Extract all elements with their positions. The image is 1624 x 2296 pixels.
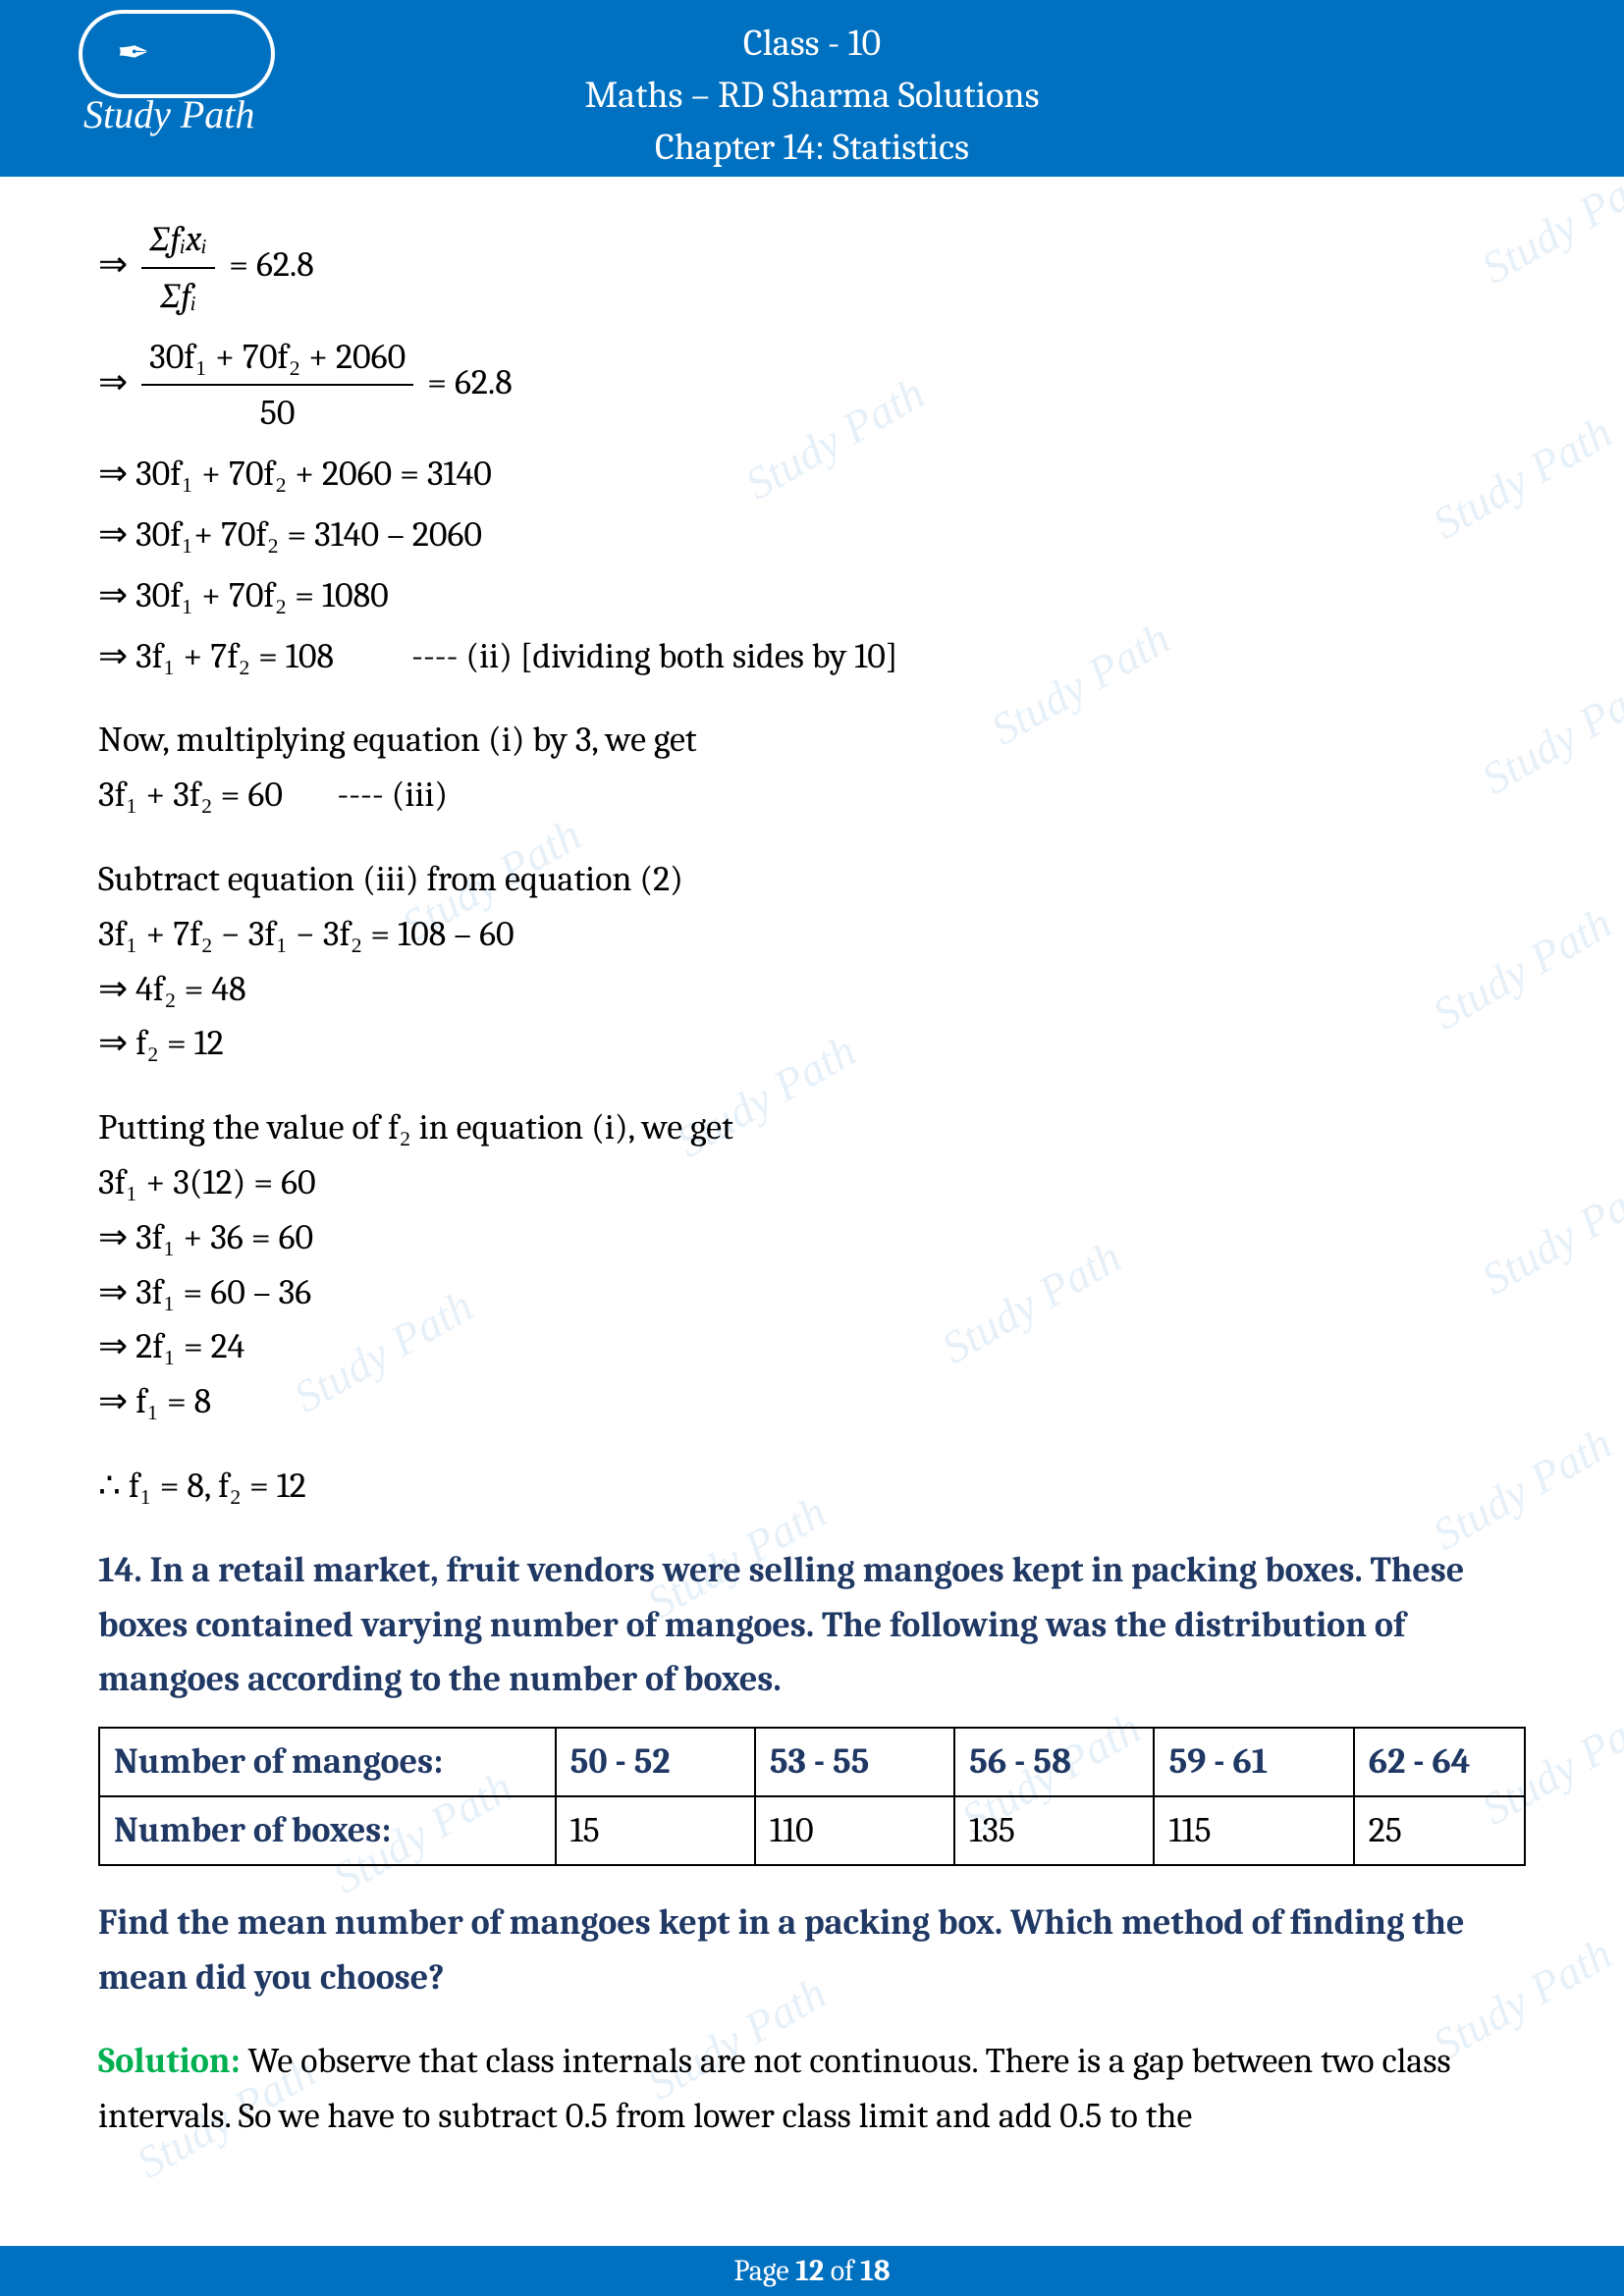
table-cell: 50 - 52 — [556, 1728, 755, 1796]
equation-1: ⇒ ΣfᵢxᵢΣfᵢ = 62.8 — [98, 212, 1526, 324]
table-cell: 53 - 55 — [755, 1728, 954, 1796]
page-footer: Page 12 of 18 — [0, 2246, 1624, 2296]
paragraph-2: Subtract equation (iii) from equation (2… — [98, 852, 1526, 1071]
solution-paragraph: Solution: We observe that class internal… — [98, 2034, 1526, 2144]
question-14b: Find the mean number of mangoes kept in … — [98, 1896, 1526, 2005]
table-cell: Number of mangoes: — [99, 1728, 556, 1796]
equation-2: ⇒ 30f₁ + 70f₂ + 206050 = 62.8 — [98, 330, 1526, 442]
pen-icon: ✒ — [117, 26, 150, 80]
table-cell: 59 - 61 — [1154, 1728, 1353, 1796]
paragraph-3: Putting the value of f₂ in equation (i),… — [98, 1100, 1526, 1429]
equation-3: ⇒ 30f₁ + 70f₂ + 2060 = 3140 — [98, 447, 1526, 502]
table-cell: 135 — [954, 1796, 1154, 1865]
logo: ✒ Study Path — [79, 10, 295, 137]
table-cell: 115 — [1154, 1796, 1353, 1865]
equation-5: ⇒ 30f₁ + 70f₂ = 1080 — [98, 568, 1526, 623]
equation-6: ⇒ 3f₁ + 7f₂ = 108 ---- (ii) [dividing bo… — [98, 629, 1526, 684]
table-cell: 25 — [1354, 1796, 1525, 1865]
page-content: ⇒ ΣfᵢxᵢΣfᵢ = 62.8 ⇒ 30f₁ + 70f₂ + 206050… — [0, 177, 1624, 2144]
question-14: 14. In a retail market, fruit vendors we… — [98, 1543, 1526, 1707]
equation-4: ⇒ 30f₁+ 70f₂ = 3140 – 2060 — [98, 507, 1526, 562]
page-header: ✒ Study Path Class - 10 Maths – RD Sharm… — [0, 0, 1624, 177]
conclusion: ∴ f₁ = 8, f₂ = 12 — [98, 1459, 1526, 1514]
solution-label: Solution: — [98, 2041, 248, 2081]
table-cell: 110 — [755, 1796, 954, 1865]
logo-text: Study Path — [83, 87, 254, 142]
paragraph-1: Now, multiplying equation (i) by 3, we g… — [98, 713, 1526, 823]
table-cell: 15 — [556, 1796, 755, 1865]
table-row: Number of boxes: 15 110 135 115 25 — [99, 1796, 1525, 1865]
table-cell: 56 - 58 — [954, 1728, 1154, 1796]
table-cell: Number of boxes: — [99, 1796, 556, 1865]
table-cell: 62 - 64 — [1354, 1728, 1525, 1796]
table-row: Number of mangoes: 50 - 52 53 - 55 56 - … — [99, 1728, 1525, 1796]
data-table: Number of mangoes: 50 - 52 53 - 55 56 - … — [98, 1727, 1526, 1866]
